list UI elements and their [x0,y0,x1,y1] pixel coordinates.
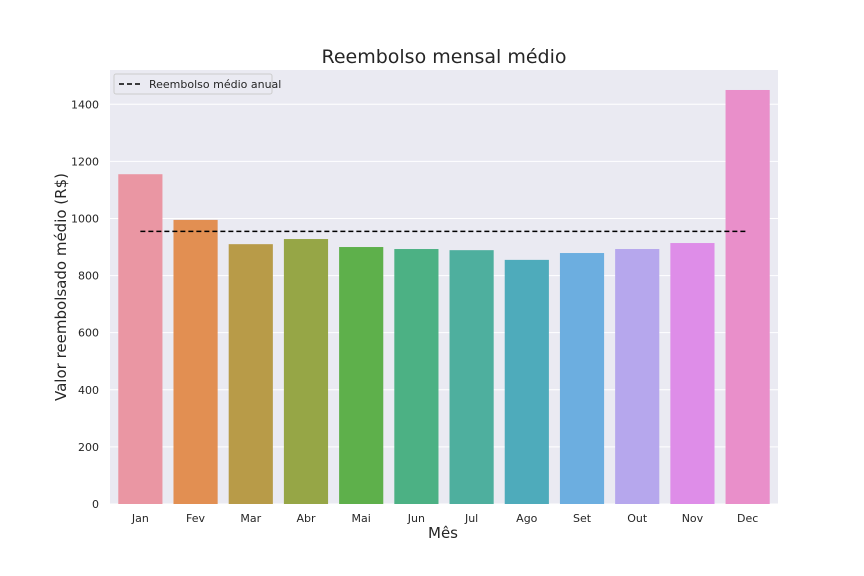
x-tick-label: Set [573,512,592,525]
y-tick-label: 800 [78,270,99,283]
y-tick-label: 1000 [71,212,99,225]
y-tick-label: 0 [92,498,99,511]
x-tick-label: Jun [407,512,425,525]
x-tick-label: Dec [737,512,758,525]
x-tick-label: Jan [131,512,149,525]
legend-box [113,73,273,95]
x-tick-label: Mai [352,512,371,525]
y-tick-label: 400 [78,384,99,397]
bars [118,89,770,505]
plot-background [110,70,778,504]
bar-jan [118,174,163,504]
bar-dec [725,89,770,504]
bar-mar [228,244,273,504]
legend-label: Reembolso médio anual [149,78,281,91]
y-tick-label: 1400 [71,98,99,111]
y-tick-label: 1200 [71,155,99,168]
y-tick-label: 200 [78,441,99,454]
x-tick-label: Abr [296,512,316,525]
grid-lines [110,103,778,505]
y-tick-label: 600 [78,327,99,340]
bar-set [559,253,605,504]
y-tick-labels: 0 200 400 600 800 1000 1200 1400 [71,98,99,511]
chart-title: Reembolso mensal médio [321,46,566,68]
bar-jul [449,250,494,504]
x-tick-label: Mar [240,512,261,525]
legend: Reembolso médio anual [113,73,281,95]
x-tick-label: Fev [186,512,205,525]
bar-nov [670,243,715,505]
x-tick-labels: Jan Fev Mar Abr Mai Jun Jul Ago Set Out Nov Dec [131,512,758,525]
bar-jun [394,249,439,504]
x-tick-label: Ago [516,512,538,525]
bar-fev [173,219,218,505]
x-tick-label: Out [627,512,648,525]
bar-out [615,249,660,504]
x-axis-title: Mês [428,524,458,542]
x-tick-label: Jul [464,512,478,525]
x-tick-label: Nov [682,512,704,525]
bar-abr [283,239,329,504]
bar-ago [504,259,549,504]
bar-mai [339,247,384,505]
y-axis-title: Valor reembolsado médio (R$) [52,173,70,401]
